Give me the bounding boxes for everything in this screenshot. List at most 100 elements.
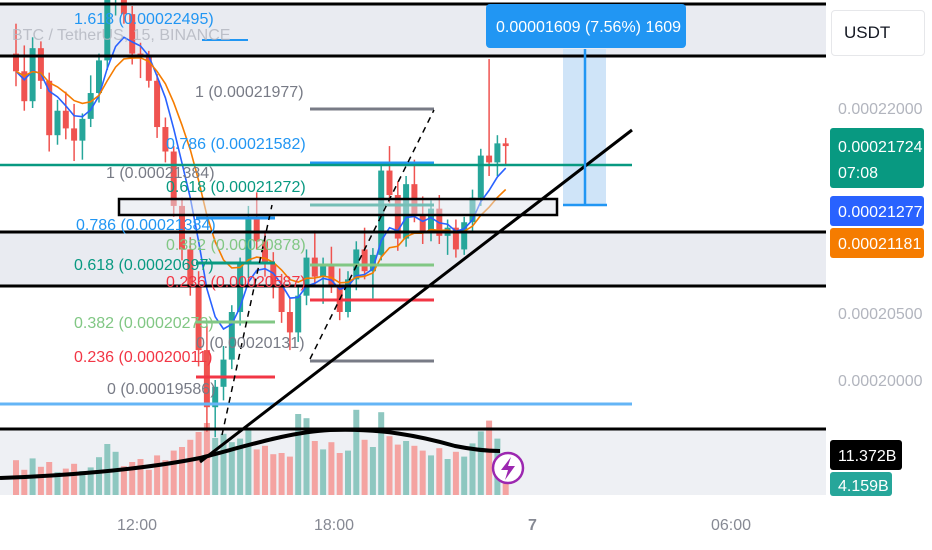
candle-body: [21, 71, 28, 102]
fib-label-left-0618: 0.618 (0.00020697): [74, 257, 214, 274]
zone-middle: [0, 232, 826, 286]
candle-body: [87, 93, 94, 119]
volume-bar: [162, 460, 169, 495]
candle-body: [96, 60, 102, 94]
measure-label: 0.00001609 (7.56%) 1609: [496, 19, 681, 36]
volume-bar: [220, 433, 227, 495]
candle-body: [104, 0, 111, 61]
fib-label-mid-1: 1 (0.00021977): [195, 84, 304, 101]
volume-bar: [361, 439, 368, 495]
candle-body: [328, 265, 335, 285]
volume-bar: [320, 449, 327, 495]
ascending-trendline: [199, 128, 633, 464]
candle-body: [120, 0, 127, 15]
fib-label-mid-0618: 0.618 (0.00021272): [166, 179, 306, 196]
time-tick-1: 12:00: [117, 517, 157, 534]
candle-body: [220, 359, 227, 387]
projection-dashed-1: [309, 109, 435, 360]
candle-body: [486, 155, 493, 163]
volume-bar: [21, 469, 28, 495]
volume-bar: [228, 442, 235, 495]
fib-label-mid-0: 0 (0.00020131): [196, 335, 305, 352]
current-price-value: 0.00021724: [838, 139, 923, 156]
candle-body: [237, 264, 244, 312]
candle-body: [71, 128, 78, 141]
candle-body: [129, 14, 136, 54]
volume-bar: [336, 453, 343, 495]
candle-body: [502, 143, 509, 147]
volume-tag: [830, 440, 902, 470]
candle-body: [369, 254, 376, 272]
volume-bar: [195, 432, 202, 495]
candle-body: [145, 56, 152, 81]
fib-label-left-0786: 0.786 (0.00021384): [76, 217, 216, 234]
candle-body: [278, 284, 285, 312]
candle-body: [419, 214, 426, 234]
volume-bar: [203, 423, 210, 495]
ma-blue-tag: [830, 196, 924, 226]
volume-bar: [179, 447, 185, 495]
fib-label-mid-1b: 1 (0.00021384): [106, 165, 215, 182]
candle-body: [345, 279, 351, 312]
candle-body: [54, 110, 61, 136]
candle-body: [13, 53, 19, 72]
volume-bar: [311, 441, 318, 495]
candle-body: [461, 222, 468, 250]
volume-bar: [120, 466, 127, 495]
ma-fast-line: [15, 36, 507, 331]
candle-body: [62, 110, 69, 129]
candle-body: [452, 227, 459, 250]
volume-bar: [411, 445, 418, 495]
candle-body: [195, 284, 202, 351]
time-tick-3: 7: [528, 517, 537, 534]
volume-bar: [428, 455, 434, 495]
volume-bar: [278, 453, 285, 495]
volume-bar: [46, 462, 53, 495]
price-tick-2: 0.00020500: [838, 306, 923, 323]
price-tick-3: 0.00020000: [838, 373, 923, 390]
candle-body: [295, 295, 302, 333]
volume-bar: [394, 444, 401, 495]
candle-body: [29, 48, 36, 102]
volume-bar: [369, 447, 376, 495]
candle-body: [245, 219, 252, 265]
volume-bar: [452, 451, 459, 495]
volume-bar: [436, 448, 443, 495]
currency-selector[interactable]: USDT: [831, 10, 925, 56]
volume-bar: [71, 463, 78, 495]
candle-body: [394, 195, 401, 239]
volume-bar: [328, 442, 335, 495]
candle-body: [286, 312, 293, 333]
candle-body: [170, 151, 177, 206]
time-tick-2: 18:00: [314, 517, 354, 534]
lightning-icon[interactable]: [491, 451, 525, 485]
breakout-rectangle[interactable]: [117, 197, 559, 217]
fib-label-1618: 1.618 (0.00022495): [74, 11, 214, 28]
ma-orange-tag: [830, 228, 924, 258]
volume-bar: [477, 431, 484, 495]
candle-body: [46, 80, 53, 136]
time-tick-4: 06:00: [711, 517, 751, 534]
measure-label-box: [486, 4, 686, 48]
volume-bar: [461, 456, 468, 495]
candle-body: [179, 205, 185, 250]
zone-top: [0, 4, 826, 56]
fib-label-mid-0382: 0.382 (0.00020878): [166, 237, 306, 254]
symbol-title: BTC / TetherUS, 15, BINANCE: [12, 27, 230, 44]
volume-bar: [187, 439, 194, 495]
volume-bar: [112, 451, 119, 495]
candle-body: [320, 265, 327, 277]
volume-bar: [79, 471, 86, 495]
fib-label-left-0: 0 (0.00019586): [107, 381, 216, 398]
volume-bar: [62, 468, 69, 495]
candle-body: [154, 80, 161, 128]
volume-bar: [469, 443, 476, 495]
volume-bar: [37, 466, 44, 495]
candle-body: [361, 249, 368, 272]
currency-label: USDT: [844, 23, 891, 42]
volume-bar: [96, 457, 102, 495]
candle-body: [253, 219, 260, 242]
candle-body: [187, 249, 194, 285]
volume-bar: [212, 438, 219, 495]
